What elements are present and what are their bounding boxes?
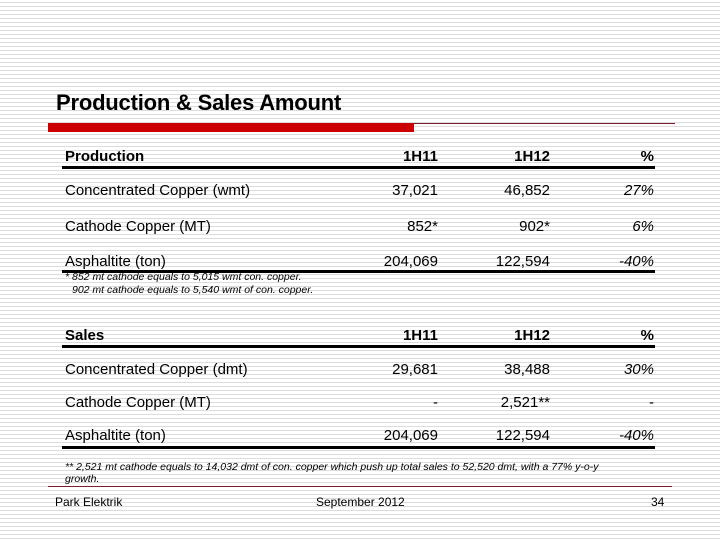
row-1h11: 37,021 (392, 182, 438, 199)
row-label: Concentrated Copper (wmt) (65, 182, 251, 199)
row-pct: -40% (618, 253, 654, 270)
production-footnote-1: * 852 mt cathode equals to 5,015 wmt con… (65, 271, 302, 283)
row-1h12: 2,521** (500, 394, 550, 411)
row-pct: 6% (632, 218, 654, 235)
row-1h12: 46,852 (504, 182, 550, 199)
table-row: Concentrated Copper (wmt) 37,021 46,852 … (62, 182, 655, 202)
table-row: Asphaltite (ton) 204,069 122,594 -40% (62, 253, 655, 273)
production-table: Production 1H11 1H12 % Concentrated Copp… (62, 148, 655, 273)
table-row: Concentrated Copper (dmt) 29,681 38,488 … (62, 361, 655, 381)
title-underline (414, 123, 675, 124)
row-1h11: - (433, 394, 438, 411)
footer-company: Park Elektrik (55, 495, 123, 509)
header-label: Sales (65, 327, 105, 344)
header-pct: % (640, 148, 654, 165)
header-label: Production (65, 148, 145, 165)
row-1h11: 204,069 (383, 427, 438, 444)
row-label: Concentrated Copper (dmt) (65, 361, 248, 378)
row-1h12: 122,594 (495, 253, 550, 270)
footer-divider (48, 486, 672, 487)
row-pct: -40% (618, 427, 654, 444)
header-rule (62, 345, 655, 348)
table-row: Cathode Copper (MT) 852* 902* 6% (62, 218, 655, 238)
row-label: Cathode Copper (MT) (65, 218, 211, 235)
header-rule (62, 166, 655, 169)
row-1h11: 852* (407, 218, 438, 235)
row-pct: 30% (623, 361, 654, 378)
sales-footnote-1: ** 2,521 mt cathode equals to 14,032 dmt… (65, 461, 599, 473)
row-1h11: 29,681 (392, 361, 438, 378)
production-header-row: Production 1H11 1H12 % (62, 148, 655, 168)
sales-header-row: Sales 1H11 1H12 % (62, 327, 655, 347)
header-1h12: 1H12 (514, 327, 550, 344)
row-label: Asphaltite (ton) (65, 253, 166, 270)
row-pct: - (649, 394, 654, 411)
row-1h11: 204,069 (383, 253, 438, 270)
row-1h12: 38,488 (504, 361, 550, 378)
production-footnote-2: 902 mt cathode equals to 5,540 wmt of co… (72, 284, 314, 296)
row-label: Asphaltite (ton) (65, 427, 166, 444)
header-1h12: 1H12 (514, 148, 550, 165)
title-accent-bar (48, 123, 414, 132)
row-1h12: 122,594 (495, 427, 550, 444)
header-pct: % (640, 327, 654, 344)
footer-page-number: 34 (651, 495, 665, 509)
sales-footnote-2: growth. (65, 473, 100, 485)
table-row: Cathode Copper (MT) - 2,521** - (62, 394, 655, 414)
row-1h12: 902* (519, 218, 550, 235)
row-pct: 27% (623, 182, 654, 199)
row-label: Cathode Copper (MT) (65, 394, 211, 411)
footer-rule (62, 270, 655, 273)
slide-title: Production & Sales Amount (56, 90, 342, 115)
table-row: Asphaltite (ton) 204,069 122,594 -40% (62, 427, 655, 447)
footer-date: September 2012 (316, 495, 405, 509)
header-1h11: 1H11 (402, 148, 438, 165)
sales-table: Sales 1H11 1H12 % Concentrated Copper (d… (62, 327, 655, 449)
header-1h11: 1H11 (402, 327, 438, 344)
footer-rule (62, 446, 655, 449)
